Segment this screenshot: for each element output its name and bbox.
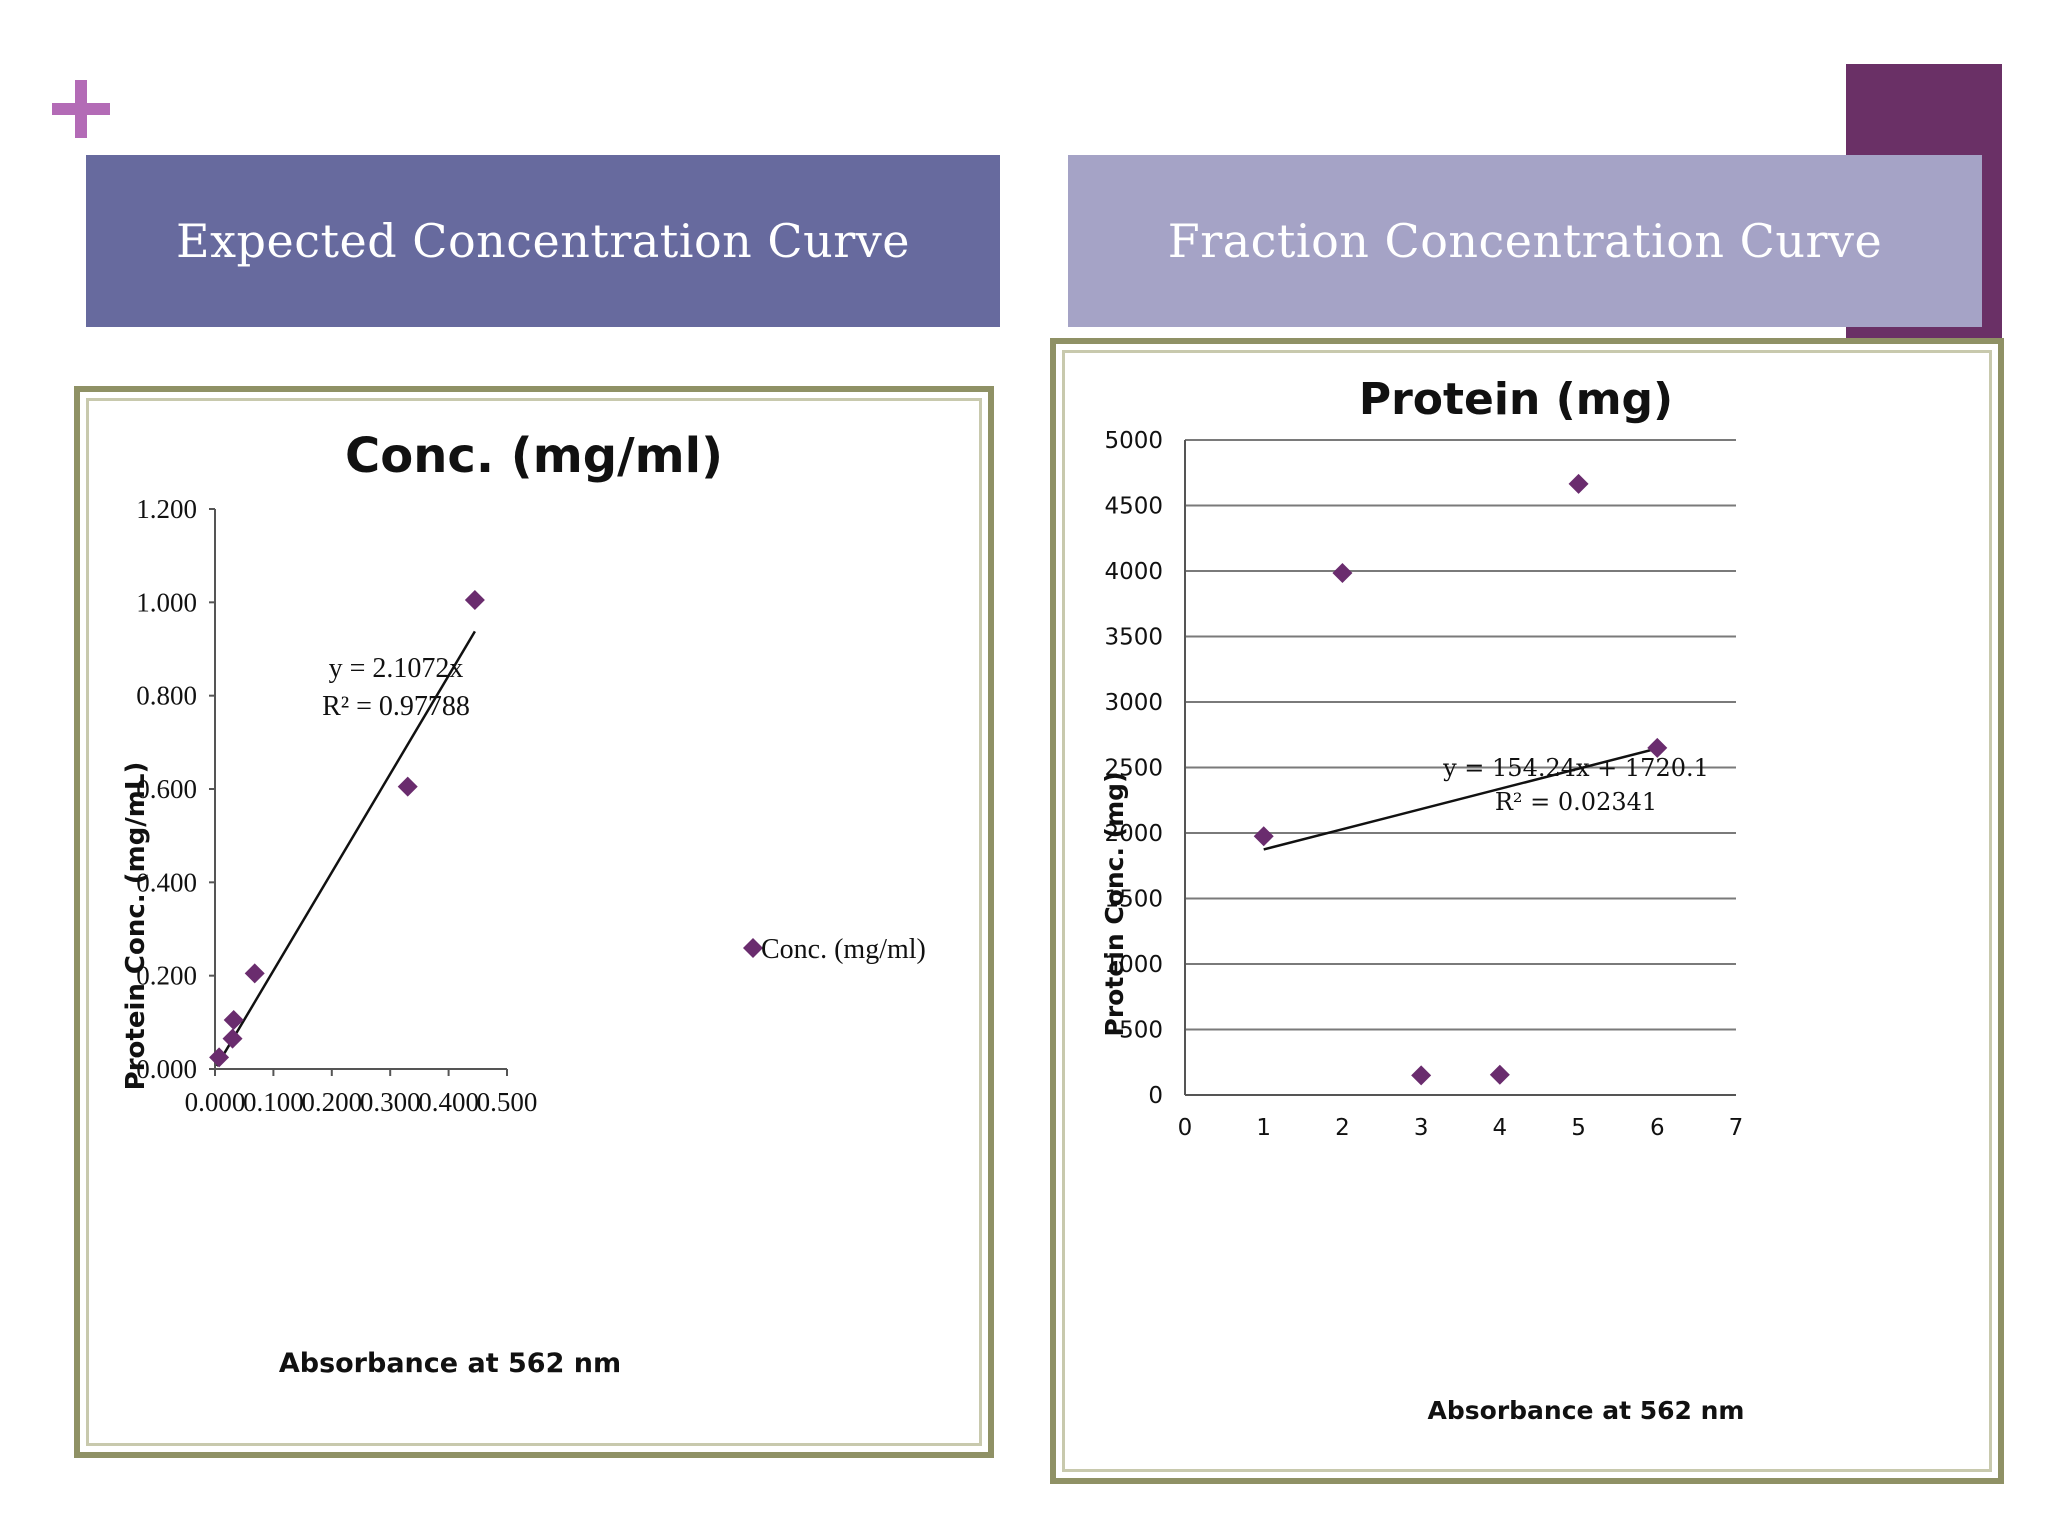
x-tick-label: 7 xyxy=(1729,1115,1744,1141)
y-tick-label: 3000 xyxy=(1104,690,1163,716)
trend-equation: y = 2.1072x xyxy=(329,653,464,684)
chart-frame-fraction: Protein (mg) 0 500 1000 1500 2000 2500 3000 350… xyxy=(1050,338,2004,1484)
chart-frame-expected: Conc. (mg/ml) 0.000 0.200 0.400 0.600 0.800 1… xyxy=(74,386,994,1458)
data-point xyxy=(1568,473,1589,494)
x-tick-label: 0.000 xyxy=(185,1087,246,1117)
data-point xyxy=(1332,562,1353,583)
x-tick-label: 0.300 xyxy=(360,1087,421,1117)
trendline xyxy=(215,630,476,1067)
x-axis-label: Absorbance at 562 nm xyxy=(279,1348,621,1379)
y-tick-label: 1000 xyxy=(1104,952,1163,978)
data-point xyxy=(1489,1064,1510,1085)
data-point xyxy=(1253,826,1274,847)
header-fraction-curve: Fraction Concentration Curve xyxy=(1068,155,1982,327)
x-tick-label: 4 xyxy=(1493,1115,1508,1141)
y-tick-label: 0.400 xyxy=(136,867,197,897)
x-tick-label: 0.100 xyxy=(243,1087,304,1117)
x-tick-label: 5 xyxy=(1571,1115,1586,1141)
y-tick-label: 0.000 xyxy=(136,1054,197,1084)
y-tick-label: 4000 xyxy=(1104,559,1163,585)
data-point xyxy=(397,776,418,797)
data-point xyxy=(223,1010,244,1030)
chart-title: Conc. (mg/ml) xyxy=(345,428,723,484)
chart-fraction-svg: Protein (mg) 050010001500200025003000350… xyxy=(1100,374,1745,1425)
trend-r2: R² = 0.97788 xyxy=(322,691,470,722)
header-expected-curve: Expected Concentration Curve xyxy=(86,155,1000,327)
y-tick-label: 5000 xyxy=(1104,428,1163,454)
trend-r2: R² = 0.02341 xyxy=(1495,788,1657,816)
y-tick-label: 1500 xyxy=(1104,887,1163,913)
x-tick-label: 0.500 xyxy=(477,1087,538,1117)
y-tick-label: 0 xyxy=(1148,1083,1163,1109)
y-axis-label: Protein Conc. (mg) xyxy=(1100,772,1129,1037)
y-tick-label: 0.800 xyxy=(136,681,197,711)
y-tick-label: 1.000 xyxy=(136,587,197,617)
data-point xyxy=(464,590,485,610)
trend-equation: y = 154.24x + 1720.1 xyxy=(1442,754,1709,782)
y-tick-label: 0.600 xyxy=(136,774,197,804)
chart-title: Protein (mg) xyxy=(1359,374,1673,425)
trendline xyxy=(1263,747,1658,851)
legend-marker xyxy=(743,938,763,958)
x-tick-label: 3 xyxy=(1414,1115,1429,1141)
data-point xyxy=(1647,737,1668,758)
x-tick-label: 6 xyxy=(1650,1115,1665,1141)
data-point xyxy=(244,963,265,984)
y-axis-label: Protein Conc. (mg/mL) xyxy=(121,762,151,1091)
plus-icon xyxy=(52,78,114,140)
x-tick-label: 0 xyxy=(1178,1115,1193,1141)
y-tick-label: 2000 xyxy=(1104,821,1163,847)
y-tick-label: 1.200 xyxy=(136,494,197,524)
y-tick-label: 500 xyxy=(1119,1018,1163,1044)
legend-label: Conc. (mg/ml) xyxy=(761,934,926,965)
data-point xyxy=(209,1047,230,1068)
chart-expected-svg: Conc. (mg/ml) 0.000 0.200 0.400 0.600 0.800 1… xyxy=(121,428,926,1379)
data-point xyxy=(222,1028,243,1049)
y-tick-label: 0.200 xyxy=(136,961,197,991)
x-axis-label: Absorbance at 562 nm xyxy=(1428,1396,1745,1425)
y-tick-label: 3500 xyxy=(1104,625,1163,651)
x-tick-label: 2 xyxy=(1335,1115,1350,1141)
x-tick-label: 1 xyxy=(1256,1115,1271,1141)
x-tick-label: 0.200 xyxy=(301,1087,362,1117)
y-tick-label: 2500 xyxy=(1104,756,1163,782)
y-tick-label: 4500 xyxy=(1104,494,1163,520)
x-tick-label: 0.400 xyxy=(418,1087,479,1117)
data-point xyxy=(1411,1065,1432,1086)
